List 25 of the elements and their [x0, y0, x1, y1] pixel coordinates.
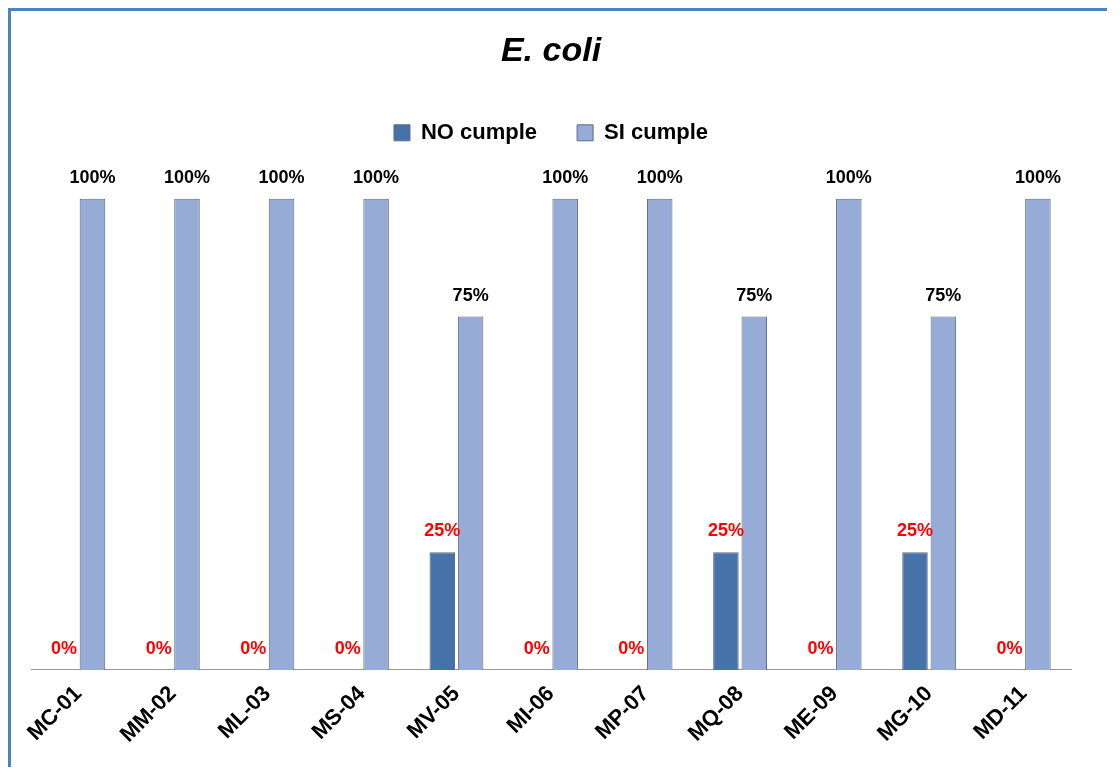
- legend-label: NO cumple: [420, 118, 538, 144]
- data-label: 0%: [51, 637, 78, 658]
- legend-label: SI cumple: [604, 118, 709, 144]
- data-label: 100%: [163, 166, 211, 187]
- data-label: 100%: [636, 166, 683, 187]
- data-label: 25%: [896, 520, 934, 541]
- data-label: 0%: [523, 637, 550, 658]
- data-label: 100%: [542, 166, 589, 187]
- data-label: 100%: [353, 166, 400, 187]
- chart-title: E. coli: [500, 29, 603, 68]
- data-label: 25%: [707, 520, 744, 541]
- data-label: 0%: [996, 637, 1023, 658]
- data-label: 75%: [925, 284, 962, 305]
- data-label: 75%: [736, 284, 773, 305]
- data-label: 100%: [258, 166, 305, 187]
- data-label: 75%: [452, 284, 489, 305]
- data-label: 0%: [334, 637, 361, 658]
- data-label: 100%: [69, 166, 116, 187]
- data-label: 0%: [618, 637, 645, 658]
- data-label: 0%: [240, 637, 267, 658]
- data-label: 25%: [424, 520, 461, 541]
- data-label: 0%: [145, 637, 172, 658]
- data-label: 100%: [1014, 166, 1061, 187]
- data-label: 100%: [825, 166, 872, 187]
- data-label: 0%: [807, 637, 834, 658]
